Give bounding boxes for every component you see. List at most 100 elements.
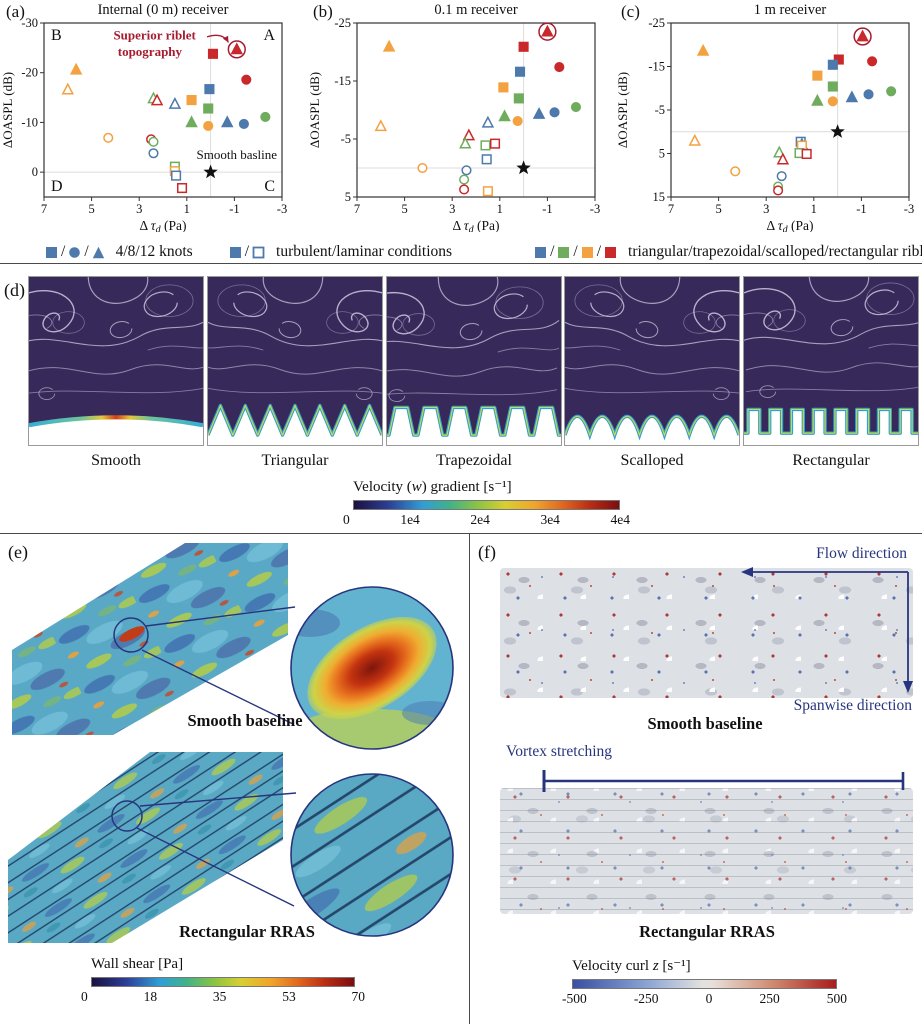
colorbar-gradient [91,977,355,987]
legend-separator: / [244,243,250,260]
colorbar-wall-shear: Wall shear [Pa] 0 18 35 53 70 [81,956,365,1005]
svg-text:Δ τd (Pa): Δ τd (Pa) [766,218,813,232]
colorbar-title: Wall shear [Pa] [91,956,184,972]
divider-middle [0,533,922,534]
colorbar-title: Velocity (w) gradient [s⁻¹] [353,479,512,495]
tick: 0 [81,989,88,1004]
flow-image-rectangular [743,276,919,446]
tick: 1e4 [400,512,420,527]
svg-text:-20: -20 [21,66,38,80]
svg-text:-1: -1 [542,202,552,216]
svg-text:-5: -5 [341,132,351,146]
flow-annotations [542,567,913,792]
flow-direction-arrow-icon [741,567,753,577]
legend-group-riblets: / / / triangular/trapezoidal/scalloped/r… [534,243,922,261]
flow-image-triangular [207,276,383,446]
svg-text:-3: -3 [590,202,600,216]
colorbar-ticks: 0 18 35 53 70 [81,989,365,1005]
svg-text:-30: -30 [21,16,38,30]
scatter-panel-01m-receiver: 7 5 3 1 -1 -3-25-15-550.1 m receiver(b)ΔOASPL… [307,2,600,232]
red-square-icon [605,246,617,258]
svg-text:ΔOASPL (dB): ΔOASPL (dB) [615,72,630,148]
svg-text:-1: -1 [229,202,239,216]
svg-text:7: 7 [354,202,360,216]
divider-top [0,263,922,264]
label-smooth-baseline-f: Smooth baseline [647,714,763,733]
svg-text:3: 3 [449,202,455,216]
svg-text:-3: -3 [904,202,914,216]
filled-triangle-icon [92,246,104,258]
svg-text:5: 5 [401,202,407,216]
svg-text:3: 3 [136,202,142,216]
svg-text:7: 7 [668,202,674,216]
tick: 3e4 [540,512,560,527]
vortex-image-rras [500,788,913,914]
label-rras-e: Rectangular RRAS [179,922,315,941]
legend-conditions-label: turbulent/laminar conditions [276,243,453,260]
orange-square-icon [581,246,593,258]
svg-text:15: 15 [653,190,666,204]
svg-text:5: 5 [345,190,351,204]
svg-text:-1: -1 [856,202,866,216]
zoom-source-circle [111,800,143,832]
svg-text:5: 5 [88,202,94,216]
svg-text:(b): (b) [313,2,333,21]
svg-text:Internal (0 m) receiver: Internal (0 m) receiver [98,2,229,18]
flow-image-smooth [28,276,204,446]
svg-text:-3: -3 [277,202,287,216]
label-smooth-baseline-e: Smooth baseline [187,711,303,730]
vortex-image-smooth [500,568,913,698]
legend-group-conditions: / turbulent/laminar conditions [229,243,452,261]
svg-text:1: 1 [184,202,190,216]
open-square-icon [252,246,265,258]
svg-text:5: 5 [715,202,721,216]
zoom-inset-rras [291,774,453,936]
svg-text:-5: -5 [655,103,665,117]
zoom-source-circle [113,617,149,653]
tile-label-scalloped: Scalloped [620,452,684,469]
tick: 35 [212,989,227,1004]
tick: 18 [143,989,158,1004]
green-square-icon [558,246,570,258]
tick: 70 [351,989,366,1004]
svg-text:-25: -25 [648,16,665,30]
legend-separator: / [573,243,578,260]
label-rras-f: Rectangular RRAS [639,922,775,941]
panel-d-letter: (d) [4,280,25,300]
tile-label-trapezoidal: Trapezoidal [436,452,512,469]
svg-text:0.1 m receiver: 0.1 m receiver [434,2,518,18]
filled-square-icon [46,246,57,258]
zoom-inset-outline [290,773,454,937]
svg-text:1: 1 [497,202,503,216]
colorbar-ticks: -500 -250 0 250 500 [562,991,847,1007]
colorbar-gradient [572,979,837,989]
colorbar-velocity-curl: Velocity curl z [s⁻¹] -500 -250 0 250 50… [562,956,847,1007]
scatter-panel-1m-receiver: 7 5 3 1 -1 -3 -25 -15 -5 5 15 1 m receiver (c) ΔOASPL… [615,2,914,232]
svg-text:(a): (a) [6,2,25,21]
blue-square-icon [535,246,547,258]
svg-text:Δ τd (Pa): Δ τd (Pa) [452,218,499,232]
svg-text:0: 0 [32,165,38,179]
colorbar-ticks: 0 1e4 2e4 3e4 4e4 [343,512,630,528]
spanwise-arrow-icon [903,681,913,693]
rras-sheet [8,752,283,943]
tick: 500 [826,991,847,1006]
svg-text:-15: -15 [648,60,665,74]
tick: 0 [343,512,350,527]
label-vortex-stretching: Vortex stretching [506,743,613,760]
svg-text:topography: topography [118,44,183,59]
legend-row: / / 4/8/12 knots / turbulent/laminar con… [0,239,922,265]
legend-separator: / [84,243,89,260]
svg-text:Smooth basline: Smooth basline [197,147,278,162]
svg-text:-15: -15 [334,74,351,88]
legend-riblets-label: triangular/trapezoidal/scalloped/rectang… [628,243,922,260]
zoom-inset-outline [290,586,454,750]
svg-text:1: 1 [811,202,817,216]
label-flow-direction: Flow direction [816,545,907,562]
svg-text:A: A [263,27,275,44]
legend-separator: / [550,243,555,260]
panel-e-letter: (e) [8,542,28,562]
tile-label-smooth: Smooth [91,452,141,469]
tick: 2e4 [470,512,490,527]
